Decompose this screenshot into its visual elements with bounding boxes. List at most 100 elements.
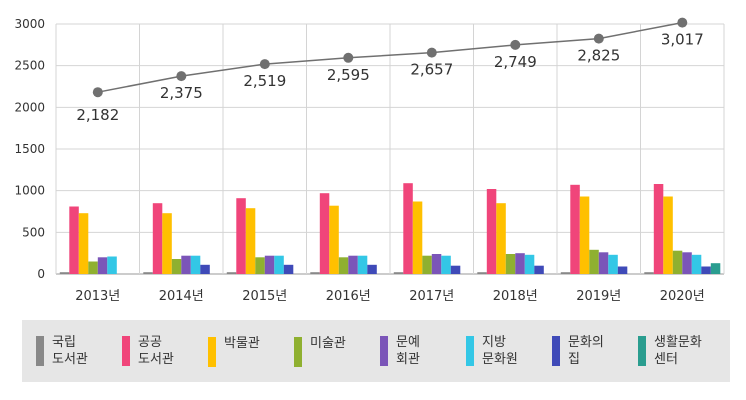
- legend-label-line: 문예: [396, 335, 420, 350]
- legend-label: 지방 문화원: [482, 334, 518, 368]
- bar: [88, 261, 98, 274]
- data-label: 2,657: [410, 61, 453, 79]
- legend-label-line: 문화의: [568, 335, 604, 350]
- bar: [524, 254, 535, 274]
- line-point: [92, 87, 103, 98]
- legend-swatch: [36, 336, 44, 366]
- bar: [560, 272, 571, 274]
- bar: [274, 255, 284, 274]
- bar: [245, 208, 256, 274]
- x-tick-label: 2019년: [576, 289, 621, 304]
- bar: [59, 272, 70, 274]
- bar: [162, 213, 172, 274]
- x-tick-label: 2016년: [326, 289, 371, 304]
- y-tick-label: 2500: [14, 59, 45, 73]
- bar: [107, 256, 117, 274]
- bar: [496, 203, 506, 274]
- bar: [412, 201, 423, 274]
- data-label: 2,519: [243, 72, 286, 90]
- bar: [236, 198, 246, 274]
- line-point: [510, 39, 521, 50]
- legend-item: 지방 문화원: [466, 334, 552, 368]
- chart-area: 0 500 1000 1500 2000 2500 3000 2013년 2014년 2015년 2…: [14, 17, 725, 304]
- x-tick-label: 2015년: [242, 289, 287, 304]
- legend-item: 박물관: [208, 335, 294, 367]
- bar: [69, 206, 79, 274]
- legend-label-line: 문화원: [482, 352, 518, 367]
- line-point: [426, 47, 437, 58]
- bar: [505, 254, 516, 274]
- bar: [367, 264, 377, 274]
- legend-swatch: [638, 336, 646, 366]
- y-tick-label: 500: [22, 225, 45, 239]
- legend-swatch: [380, 336, 388, 366]
- bar: [598, 252, 609, 274]
- bar: [348, 255, 358, 274]
- bar: [644, 272, 654, 274]
- legend-swatch: [466, 336, 474, 366]
- legend-label-line: 공공: [138, 335, 162, 350]
- bar: [450, 265, 461, 274]
- line-point: [343, 52, 354, 63]
- bar: [441, 255, 451, 274]
- bar: [682, 252, 692, 274]
- bar: [570, 184, 580, 274]
- legend-swatch: [208, 337, 216, 367]
- bar: [319, 193, 330, 274]
- bar: [97, 257, 108, 274]
- bar: [608, 254, 618, 274]
- legend-label-line: 국립: [52, 335, 76, 350]
- data-label: 2,749: [494, 53, 537, 71]
- bar: [264, 255, 275, 274]
- bar: [226, 272, 237, 274]
- data-label: 3,017: [661, 31, 704, 49]
- bar: [310, 272, 320, 274]
- y-tick-label: 1500: [14, 142, 45, 156]
- bar: [701, 266, 711, 274]
- line-point: [176, 71, 187, 82]
- bar: [393, 272, 404, 274]
- bar: [663, 196, 673, 274]
- legend-label-line: 집: [568, 352, 580, 367]
- bar: [691, 254, 702, 274]
- legend-label: 미술관: [310, 335, 346, 352]
- y-tick-label: 0: [37, 267, 45, 281]
- bar: [403, 183, 413, 274]
- legend-label-line: 도서관: [52, 352, 88, 367]
- x-tick-label: 2017년: [409, 289, 454, 304]
- y-tick-label: 2000: [14, 100, 45, 114]
- legend-label-line: 생활문화: [654, 335, 702, 350]
- bar: [477, 272, 487, 274]
- bar: [338, 257, 349, 274]
- legend-label-line: 회관: [396, 352, 420, 367]
- legend-label-line: 미술관: [310, 336, 346, 351]
- data-label: 2,182: [76, 106, 119, 124]
- x-tick-label: 2018년: [493, 289, 538, 304]
- bar: [181, 255, 191, 274]
- bar: [200, 264, 210, 274]
- bar: [515, 253, 525, 274]
- bar: [329, 205, 339, 274]
- legend-swatch: [294, 337, 302, 367]
- legend-label: 박물관: [224, 335, 260, 352]
- data-label: 2,825: [577, 47, 620, 65]
- bar: [152, 203, 163, 274]
- bar: [534, 265, 544, 274]
- x-tick-label: 2020년: [660, 289, 705, 304]
- bar: [255, 257, 265, 274]
- legend-label-line: 도서관: [138, 352, 174, 367]
- bar: [710, 263, 721, 274]
- bar-line-chart: 0 500 1000 1500 2000 2500 3000 2013년 2014년 2015년 2…: [14, 17, 725, 304]
- bar: [431, 254, 442, 274]
- legend-label-line: 센터: [654, 352, 678, 367]
- x-tick-label: 2014년: [159, 289, 204, 304]
- bar: [190, 255, 201, 274]
- bar: [486, 189, 497, 274]
